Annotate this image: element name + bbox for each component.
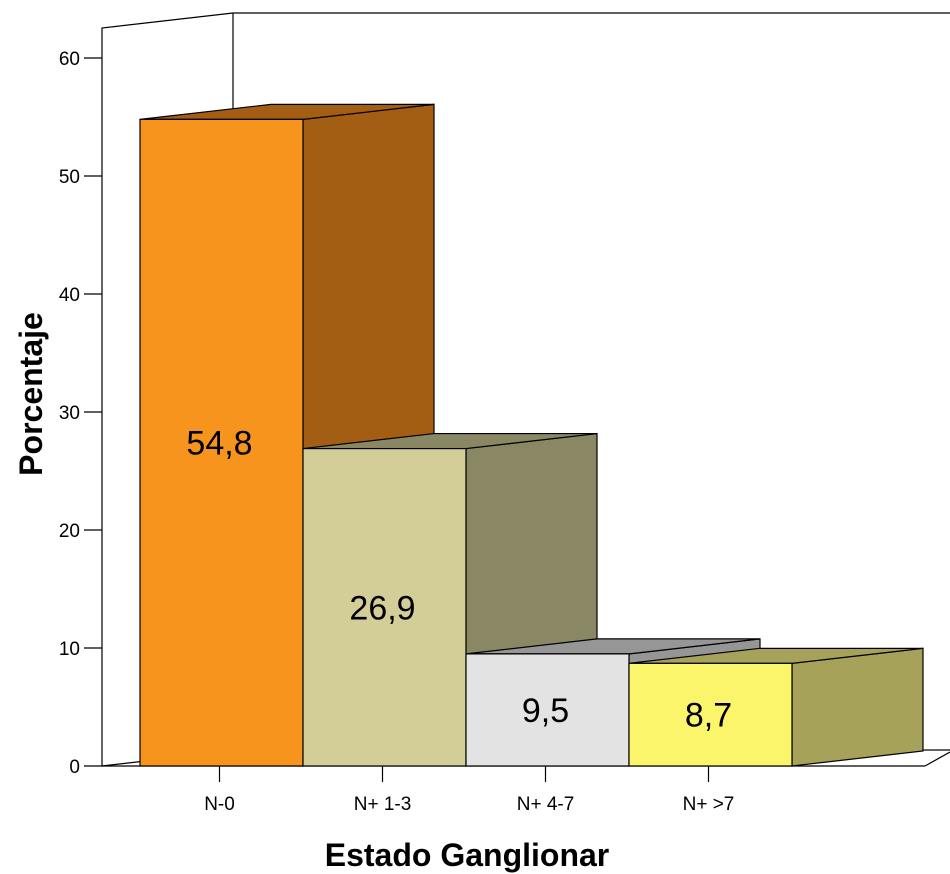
y-tick-label: 10: [59, 639, 80, 660]
x-tick-label: N+ 4-7: [517, 794, 575, 815]
bar-value-label: 26,9: [349, 589, 415, 627]
bar-value-label: 9,5: [522, 692, 569, 730]
bars: 54,8 26,9 9,5 8,7: [139, 103, 924, 767]
bar-group: 8,7: [628, 647, 924, 767]
y-axis-title: Porcentaje: [13, 312, 49, 476]
y-tick-label: 50: [59, 167, 80, 188]
x-tick-label: N-0: [204, 794, 235, 815]
bar-side: [791, 647, 924, 767]
x-axis-title: Estado Ganglionar: [325, 837, 609, 873]
y-tick-label: 0: [69, 757, 80, 778]
x-tick-label: N+ >7: [683, 794, 735, 815]
y-tick-label: 60: [59, 49, 80, 70]
y-tick-label: 30: [59, 403, 80, 424]
bar-value-label: 8,7: [685, 697, 732, 735]
x-axis: N-0 N+ 1-3 N+ 4-7 N+ >7: [204, 766, 734, 815]
y-tick-label: 40: [59, 285, 80, 306]
bar: [465, 653, 630, 767]
frame-left-edge: [101, 12, 234, 766]
x-tick-label: N+ 1-3: [354, 794, 412, 815]
bar: [139, 118, 304, 767]
y-tick-label: 20: [59, 521, 80, 542]
bar: [628, 662, 793, 767]
y-axis: 0 10 20 30 40 50 60: [59, 49, 102, 778]
bar-value-label: 54,8: [186, 425, 252, 463]
floor-right-edge: [924, 751, 950, 767]
bar: [302, 447, 467, 767]
